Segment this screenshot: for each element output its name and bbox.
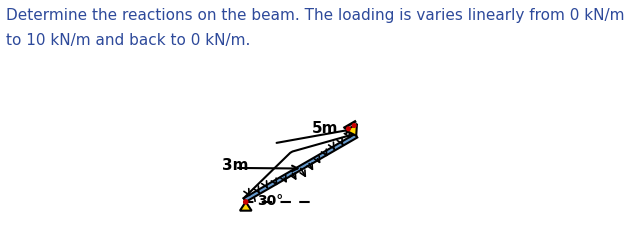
- Text: 30°: 30°: [258, 194, 284, 207]
- Polygon shape: [243, 134, 357, 202]
- Polygon shape: [240, 202, 252, 211]
- Polygon shape: [346, 124, 357, 136]
- Circle shape: [346, 128, 350, 131]
- Text: Determine the reactions on the beam. The loading is varies linearly from 0 kN/m: Determine the reactions on the beam. The…: [6, 8, 625, 22]
- Text: 5m: 5m: [311, 120, 338, 135]
- Text: 3m: 3m: [222, 158, 248, 172]
- Text: to 10 kN/m and back to 0 kN/m.: to 10 kN/m and back to 0 kN/m.: [6, 33, 250, 48]
- Circle shape: [243, 200, 248, 204]
- Circle shape: [352, 124, 356, 128]
